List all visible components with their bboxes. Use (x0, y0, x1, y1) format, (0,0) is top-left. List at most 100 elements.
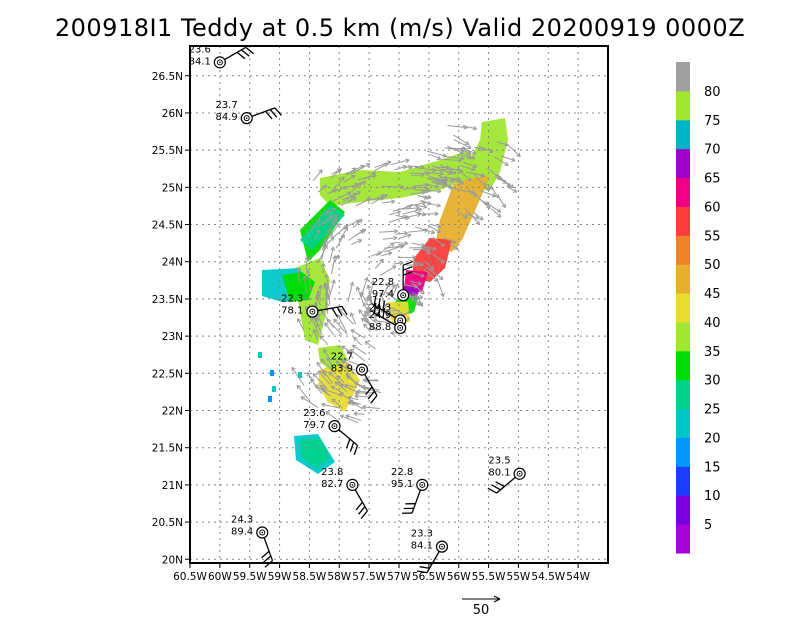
wind-arrow (383, 304, 397, 310)
wind-barb-flag (370, 395, 378, 404)
x-tick-label: 56W (447, 571, 471, 583)
wind-arrow-head (400, 243, 405, 249)
wind-barb-flag (274, 107, 282, 116)
station-marker-dot (261, 531, 264, 534)
station-marker-dot (245, 117, 248, 119)
y-tick-label: 21N (162, 480, 183, 492)
wind-barb-flag (336, 306, 343, 317)
wind-arrow-head (432, 246, 437, 251)
wind-arrow (330, 223, 340, 235)
wind-arrow-head (385, 282, 390, 287)
wind-arrow (333, 318, 348, 335)
wind-arrow (323, 370, 333, 384)
station-marker-inner (259, 529, 266, 536)
wind-arrow-head (423, 195, 429, 200)
wind-arrow-head (403, 240, 409, 246)
wind-arrow (484, 201, 502, 213)
wind-arrow (350, 163, 371, 175)
wind-arrow-head (331, 279, 336, 285)
wind-arrow (381, 185, 404, 188)
wind-arrow (447, 145, 464, 155)
y-tick-label: 23.5N (152, 294, 183, 306)
wind-arrow-head (390, 330, 395, 336)
wind-arrow-head (467, 176, 472, 182)
wind-arrow (353, 413, 365, 415)
swath-speck-4 (298, 372, 302, 378)
wind-arrow (472, 211, 484, 221)
wind-arrow (304, 275, 307, 293)
station-12: 23.384.1 (411, 529, 449, 574)
wind-arrow-head (323, 282, 328, 287)
wind-arrow-head (331, 398, 337, 403)
colorbar-label: 75 (704, 114, 721, 129)
wind-arrow (411, 271, 425, 277)
wind-arrow (474, 146, 485, 151)
wind-arrow (424, 261, 434, 271)
wind-arrow-head (324, 302, 330, 307)
station-marker-dot (219, 61, 221, 64)
wind-arrow (494, 156, 509, 166)
wind-arrow-head (344, 383, 349, 388)
wind-arrow-head (464, 140, 470, 146)
wind-arrow (401, 207, 420, 210)
wind-arrow (332, 254, 340, 266)
wind-arrow (360, 277, 368, 299)
wind-arrow-head (346, 349, 351, 354)
wind-arrow-head (436, 155, 442, 161)
wind-arrow (363, 323, 371, 333)
wind-arrow (331, 191, 351, 203)
reference-vector: 50 (462, 595, 501, 618)
wind-arrow-head (323, 239, 328, 244)
wind-arrow-head (459, 168, 464, 174)
wind-arrow (352, 218, 363, 228)
wind-arrow-head (326, 318, 332, 324)
wind-arrow-head (349, 312, 355, 317)
colorbar-swatch (676, 437, 690, 467)
wind-arrow (328, 218, 337, 231)
x-tick-label: 56.5W (412, 571, 446, 583)
wind-arrow-head (389, 242, 395, 247)
wind-arrow (339, 384, 360, 394)
wind-barb-flag (402, 271, 413, 276)
colorbar-label: 10 (704, 489, 721, 504)
wind-barb-flag (331, 307, 338, 318)
wind-arrow-head (366, 307, 372, 312)
wind-barb-flag (353, 445, 359, 456)
wind-arrow-head (340, 176, 345, 181)
wind-arrow-head (447, 183, 453, 188)
wind-arrow-head (335, 360, 340, 366)
wind-arrow-head (362, 386, 367, 391)
wind-arrow-head (306, 372, 311, 377)
wind-arrow-head (387, 251, 393, 256)
x-tick-label: 54.5W (531, 571, 565, 583)
wind-arrow (507, 144, 521, 157)
wind-arrow (317, 184, 327, 193)
wind-arrow-head (434, 184, 439, 189)
station-label-top: 23.5 (488, 456, 510, 467)
station-marker-inner (243, 115, 250, 122)
wind-arrow-head (383, 163, 389, 168)
wind-arrow (353, 336, 362, 346)
wind-arrow-head (429, 265, 435, 271)
colorbar-swatch (676, 293, 690, 323)
wind-arrow (452, 177, 463, 183)
wind-arrow (467, 188, 478, 198)
wind-arrow (479, 189, 497, 197)
wind-arrow-head (459, 150, 464, 155)
wind-arrow (343, 175, 356, 183)
wind-arrow-head (351, 344, 357, 349)
wind-arrow-head (339, 414, 345, 419)
wind-arrow (312, 169, 323, 182)
wind-arrow (364, 310, 374, 322)
wind-arrow-head (349, 281, 355, 287)
x-tick-label: 54W (566, 571, 590, 583)
wind-arrow (368, 280, 374, 300)
station-11: 24.389.4 (231, 515, 274, 568)
x-tick-label: 57W (387, 571, 411, 583)
wind-arrow (345, 165, 365, 175)
wind-arrow (358, 175, 377, 181)
wind-arrow (447, 166, 464, 173)
wind-arrow (379, 230, 398, 233)
wind-arrow (356, 286, 364, 304)
station-marker-dot (361, 368, 363, 371)
